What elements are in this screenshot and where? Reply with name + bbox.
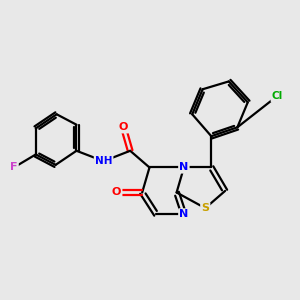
Text: N: N: [179, 209, 188, 219]
Text: N: N: [179, 163, 188, 172]
Text: NH: NH: [95, 156, 112, 166]
Text: F: F: [10, 163, 18, 172]
Text: S: S: [201, 203, 209, 213]
Text: O: O: [112, 188, 121, 197]
Text: O: O: [119, 122, 128, 132]
Text: Cl: Cl: [272, 91, 283, 101]
